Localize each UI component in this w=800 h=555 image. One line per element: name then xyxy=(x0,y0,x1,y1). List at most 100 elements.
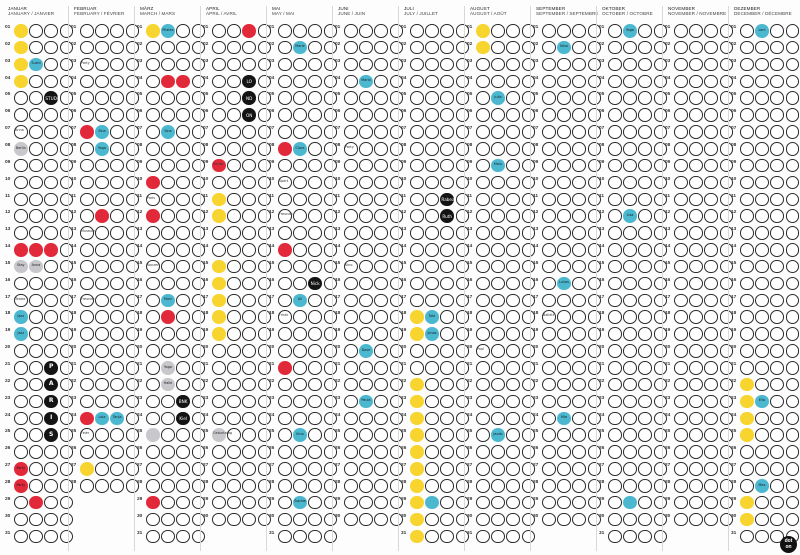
empty-dot[interactable] xyxy=(176,529,190,544)
empty-dot[interactable] xyxy=(125,445,140,459)
empty-dot[interactable] xyxy=(359,91,373,105)
empty-dot[interactable] xyxy=(242,175,256,190)
empty-dot[interactable] xyxy=(80,74,94,89)
empty-dot[interactable] xyxy=(374,344,388,358)
empty-dot[interactable] xyxy=(476,344,490,358)
empty-dot[interactable] xyxy=(491,276,505,291)
empty-dot[interactable] xyxy=(440,512,454,527)
empty-dot[interactable] xyxy=(476,243,490,257)
empty-dot[interactable] xyxy=(608,327,622,341)
empty-dot[interactable] xyxy=(212,243,226,257)
empty-dot[interactable] xyxy=(608,74,622,89)
sticker-dot[interactable] xyxy=(146,24,160,38)
empty-dot[interactable] xyxy=(14,394,28,409)
empty-dot[interactable] xyxy=(359,175,373,190)
empty-dot[interactable] xyxy=(278,495,292,510)
empty-dot[interactable] xyxy=(740,24,754,38)
empty-dot[interactable] xyxy=(704,57,718,72)
empty-dot[interactable] xyxy=(389,478,404,493)
empty-dot[interactable] xyxy=(638,125,652,139)
empty-dot[interactable] xyxy=(785,175,800,190)
empty-dot[interactable] xyxy=(95,428,109,442)
sticker-dot[interactable]: Tanja xyxy=(110,411,124,426)
empty-dot[interactable] xyxy=(374,445,388,459)
empty-dot[interactable] xyxy=(80,293,94,308)
empty-dot[interactable] xyxy=(344,141,358,156)
empty-dot[interactable] xyxy=(740,40,754,55)
empty-dot[interactable] xyxy=(572,141,586,156)
empty-dot[interactable] xyxy=(212,445,226,459)
empty-dot[interactable] xyxy=(521,175,536,190)
empty-dot[interactable] xyxy=(440,428,454,442)
empty-dot[interactable] xyxy=(146,377,160,392)
empty-dot[interactable] xyxy=(95,344,109,358)
empty-dot[interactable] xyxy=(704,462,718,476)
empty-dot[interactable] xyxy=(359,276,373,291)
empty-dot[interactable] xyxy=(755,259,769,274)
empty-dot[interactable] xyxy=(557,445,571,459)
empty-dot[interactable] xyxy=(506,91,520,105)
empty-dot[interactable] xyxy=(191,175,206,190)
empty-dot[interactable] xyxy=(125,125,140,139)
empty-dot[interactable] xyxy=(425,209,439,223)
empty-dot[interactable] xyxy=(374,293,388,308)
empty-dot[interactable] xyxy=(14,209,28,223)
empty-dot[interactable] xyxy=(59,24,74,38)
empty-dot[interactable] xyxy=(293,445,307,459)
empty-dot[interactable] xyxy=(719,125,734,139)
empty-dot[interactable] xyxy=(770,445,784,459)
empty-dot[interactable] xyxy=(227,259,241,274)
empty-dot[interactable] xyxy=(521,310,536,325)
sticker-dot[interactable] xyxy=(242,24,256,38)
empty-dot[interactable] xyxy=(542,175,556,190)
sticker-dot[interactable] xyxy=(410,512,424,527)
empty-dot[interactable] xyxy=(572,158,586,173)
empty-dot[interactable] xyxy=(557,57,571,72)
empty-dot[interactable] xyxy=(389,209,404,223)
empty-dot[interactable] xyxy=(59,310,74,325)
empty-dot[interactable] xyxy=(455,276,470,291)
empty-dot[interactable] xyxy=(638,209,652,223)
empty-dot[interactable] xyxy=(704,141,718,156)
empty-dot[interactable] xyxy=(704,411,718,426)
empty-dot[interactable] xyxy=(542,394,556,409)
empty-dot[interactable] xyxy=(278,158,292,173)
empty-dot[interactable] xyxy=(521,108,536,122)
empty-dot[interactable] xyxy=(278,192,292,207)
empty-dot[interactable] xyxy=(242,411,256,426)
empty-dot[interactable] xyxy=(542,411,556,426)
empty-dot[interactable] xyxy=(161,394,175,409)
empty-dot[interactable] xyxy=(95,361,109,375)
empty-dot[interactable] xyxy=(44,192,58,207)
empty-dot[interactable] xyxy=(14,293,28,308)
empty-dot[interactable] xyxy=(146,394,160,409)
empty-dot[interactable] xyxy=(146,512,160,527)
empty-dot[interactable] xyxy=(755,175,769,190)
empty-dot[interactable] xyxy=(308,377,322,392)
empty-dot[interactable] xyxy=(770,411,784,426)
empty-dot[interactable] xyxy=(572,226,586,240)
empty-dot[interactable] xyxy=(176,310,190,325)
empty-dot[interactable] xyxy=(227,310,241,325)
empty-dot[interactable] xyxy=(242,276,256,291)
empty-dot[interactable] xyxy=(161,141,175,156)
empty-dot[interactable] xyxy=(278,327,292,341)
empty-dot[interactable] xyxy=(344,125,358,139)
empty-dot[interactable] xyxy=(344,428,358,442)
empty-dot[interactable] xyxy=(29,394,43,409)
empty-dot[interactable] xyxy=(689,24,703,38)
empty-dot[interactable] xyxy=(521,226,536,240)
empty-dot[interactable] xyxy=(455,495,470,510)
empty-dot[interactable] xyxy=(689,209,703,223)
empty-dot[interactable] xyxy=(242,445,256,459)
empty-dot[interactable] xyxy=(257,445,272,459)
empty-dot[interactable] xyxy=(389,243,404,257)
sticker-dot[interactable]: Dave xyxy=(359,344,373,358)
empty-dot[interactable] xyxy=(14,91,28,105)
empty-dot[interactable] xyxy=(95,293,109,308)
empty-dot[interactable] xyxy=(161,243,175,257)
empty-dot[interactable] xyxy=(542,24,556,38)
empty-dot[interactable] xyxy=(344,361,358,375)
empty-dot[interactable] xyxy=(455,40,470,55)
empty-dot[interactable] xyxy=(638,478,652,493)
